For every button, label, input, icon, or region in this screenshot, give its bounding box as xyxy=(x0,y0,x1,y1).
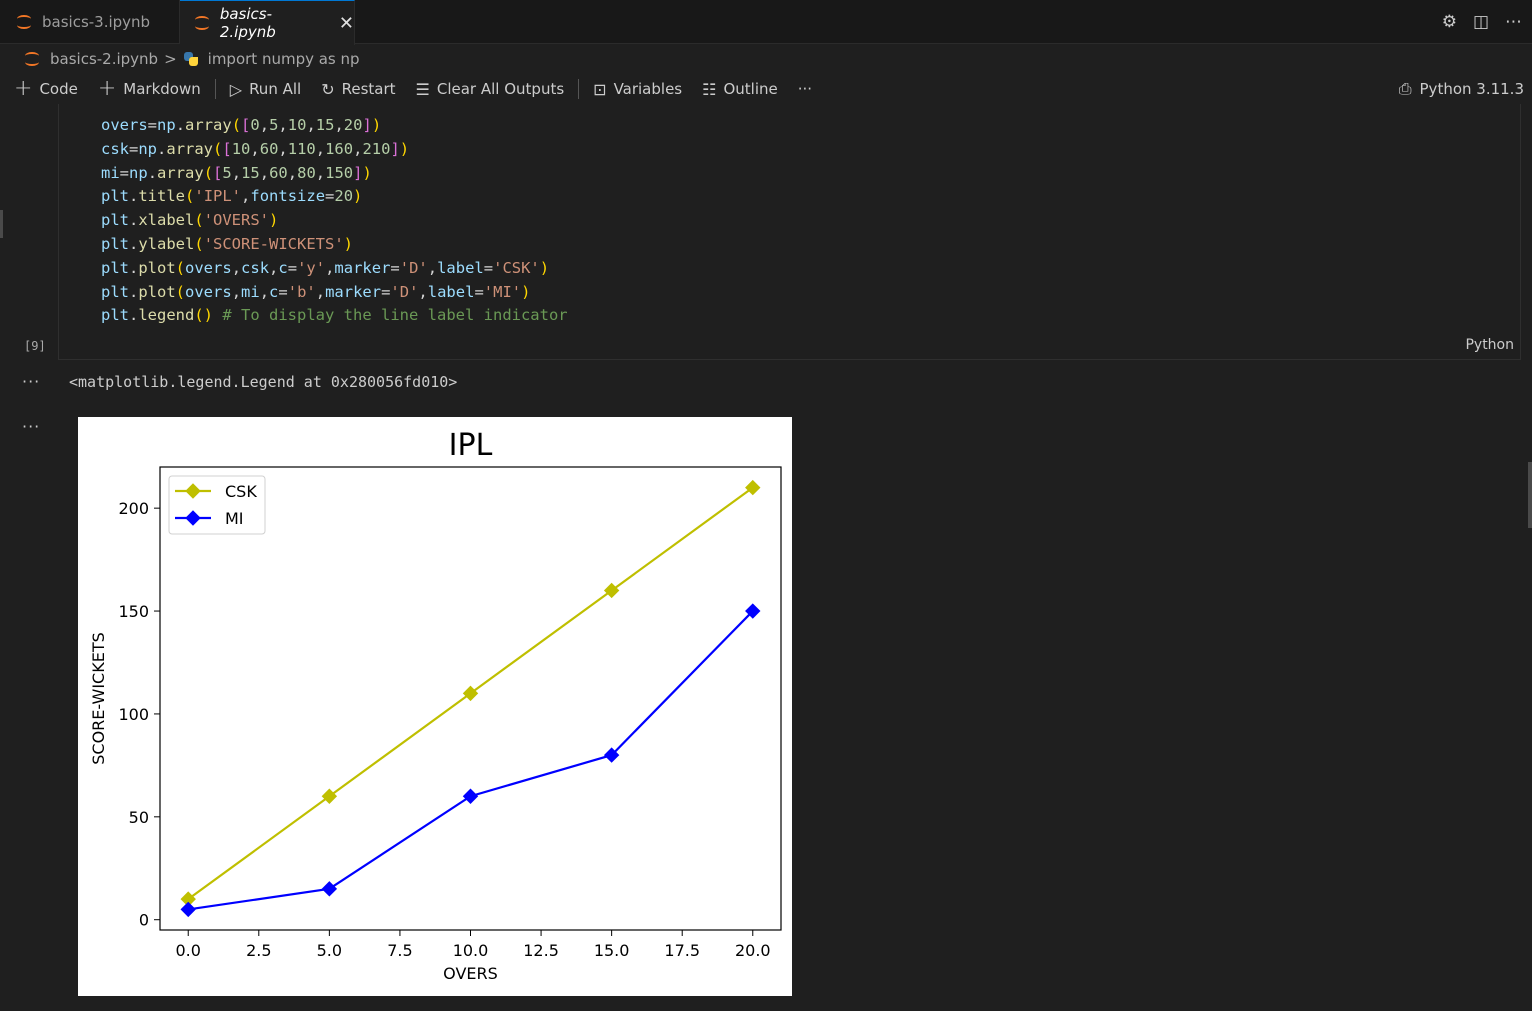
data-point-csk xyxy=(321,788,338,804)
data-point-mi xyxy=(321,881,338,897)
y-axis-label: SCORE-WICKETS xyxy=(89,632,108,765)
code-cell-editor[interactable]: Python xyxy=(58,104,1521,360)
legend-marker xyxy=(185,510,201,526)
outline-icon: ☷ xyxy=(702,79,717,99)
chart-title: IPL xyxy=(449,428,493,463)
tab-bar: basics-3.ipynb basics-2.ipynb ✕ ⚙ ◫ ⋯ xyxy=(0,0,1532,45)
scrollbar-thumb[interactable] xyxy=(1528,462,1532,528)
y-tick-label: 150 xyxy=(118,602,149,621)
data-point-csk xyxy=(745,479,761,496)
kernel-icon: ⎙ xyxy=(1398,79,1412,98)
data-point-csk xyxy=(603,582,620,599)
clear-all-outputs-button[interactable]: ☰ Clear All Outputs xyxy=(416,80,565,99)
jupyter-icon xyxy=(16,14,32,30)
plot-figure: IPL 0.0 2.5 5.0 7.5 10.0 12.5 15.0 17.5 20.0 0 50 10… xyxy=(78,417,792,996)
tab-basics-2[interactable]: basics-2.ipynb ✕ xyxy=(180,0,355,45)
plus-icon: + xyxy=(97,75,117,101)
notebook-toolbar: + Code + Markdown ▷ Run All ↻ Restart ☰ … xyxy=(0,74,1532,104)
jupyter-icon xyxy=(24,51,40,67)
run-all-icon: ▷ xyxy=(229,79,243,99)
y-tick-label: 0 xyxy=(139,911,149,930)
data-point-mi xyxy=(462,788,479,804)
breadcrumb-file[interactable]: basics-2.ipynb xyxy=(50,50,159,68)
legend-marker xyxy=(185,483,201,499)
clear-all-icon: ☰ xyxy=(415,79,430,99)
editor-actions: ⚙ ◫ ⋯ xyxy=(1442,0,1522,44)
output-more-button[interactable]: ··· xyxy=(22,417,41,436)
add-markdown-button[interactable]: + Markdown xyxy=(97,75,201,101)
data-point-mi xyxy=(603,747,620,763)
legend-label: CSK xyxy=(225,482,257,501)
x-tick-label: 7.5 xyxy=(387,941,412,960)
x-tick-label: 5.0 xyxy=(317,941,342,960)
y-tick-label: 200 xyxy=(118,499,149,518)
data-point-mi xyxy=(180,901,196,918)
output-more-button[interactable]: ··· xyxy=(22,372,41,391)
series-line-mi xyxy=(188,610,754,911)
code-content[interactable]: overs=np.array([0,5,10,15,20]) csk=np.ar… xyxy=(101,116,568,325)
run-all-label: Run All xyxy=(249,80,302,98)
plus-icon: + xyxy=(14,75,33,101)
kernel-picker[interactable]: ⎙ Python 3.11.3 xyxy=(1399,74,1524,104)
outline-label: Outline xyxy=(723,80,778,98)
legend-label: MI xyxy=(225,509,244,528)
code-comment: # To display the line label indicator xyxy=(222,306,568,325)
chevron-right-icon: > xyxy=(164,50,177,68)
variables-button[interactable]: ⊡ Variables xyxy=(593,80,682,99)
cell-language[interactable]: Python xyxy=(1465,337,1514,353)
restart-icon: ↻ xyxy=(321,79,335,99)
x-axis-label: OVERS xyxy=(443,964,498,983)
close-icon[interactable]: ✕ xyxy=(338,12,354,34)
data-point-mi xyxy=(745,603,761,619)
line-chart: IPL 0.0 2.5 5.0 7.5 10.0 12.5 15.0 17.5 20.0 0 50 10… xyxy=(89,428,782,983)
restart-label: Restart xyxy=(341,80,396,98)
x-tick-label: 10.0 xyxy=(453,941,489,960)
split-editor-icon[interactable]: ◫ xyxy=(1472,12,1489,32)
toolbar-divider xyxy=(214,79,216,99)
settings-gear-icon[interactable]: ⚙ xyxy=(1441,12,1457,32)
gutter-marker xyxy=(0,210,3,238)
execution-count: [9] xyxy=(24,339,46,353)
add-code-button[interactable]: + Code xyxy=(14,75,78,101)
tab-label: basics-2.ipynb xyxy=(219,5,276,41)
tab-label: basics-3.ipynb xyxy=(42,13,151,31)
x-tick-label: 20.0 xyxy=(735,941,771,960)
jupyter-icon xyxy=(194,15,210,31)
y-tick-label: 50 xyxy=(129,808,149,827)
more-label: ··· xyxy=(797,80,813,98)
x-tick-label: 12.5 xyxy=(523,941,559,960)
add-code-label: Code xyxy=(39,80,78,98)
clear-all-label: Clear All Outputs xyxy=(436,80,565,98)
tab-basics-3[interactable]: basics-3.ipynb xyxy=(0,0,180,44)
more-actions-icon[interactable]: ⋯ xyxy=(1505,12,1522,32)
x-tick-label: 17.5 xyxy=(664,941,700,960)
output-text: <matplotlib.legend.Legend at 0x280056fd0… xyxy=(69,373,458,391)
breadcrumb: basics-2.ipynb > import numpy as np xyxy=(0,45,1532,73)
kernel-label: Python 3.11.3 xyxy=(1419,80,1524,98)
toolbar-divider xyxy=(578,79,580,99)
y-tick-label: 100 xyxy=(118,705,149,724)
python-icon xyxy=(183,51,199,67)
add-markdown-label: Markdown xyxy=(123,80,201,98)
restart-button[interactable]: ↻ Restart xyxy=(321,80,395,99)
outline-button[interactable]: ☷ Outline xyxy=(702,80,778,99)
x-tick-label: 2.5 xyxy=(246,941,271,960)
variables-icon: ⊡ xyxy=(593,79,607,99)
breadcrumb-symbol[interactable]: import numpy as np xyxy=(207,50,360,68)
toolbar-more-button[interactable]: ··· xyxy=(798,80,812,98)
variables-label: Variables xyxy=(613,80,683,98)
x-tick-label: 0.0 xyxy=(176,941,201,960)
run-all-button[interactable]: ▷ Run All xyxy=(230,80,301,99)
data-point-csk xyxy=(462,685,479,702)
x-tick-label: 15.0 xyxy=(594,941,630,960)
